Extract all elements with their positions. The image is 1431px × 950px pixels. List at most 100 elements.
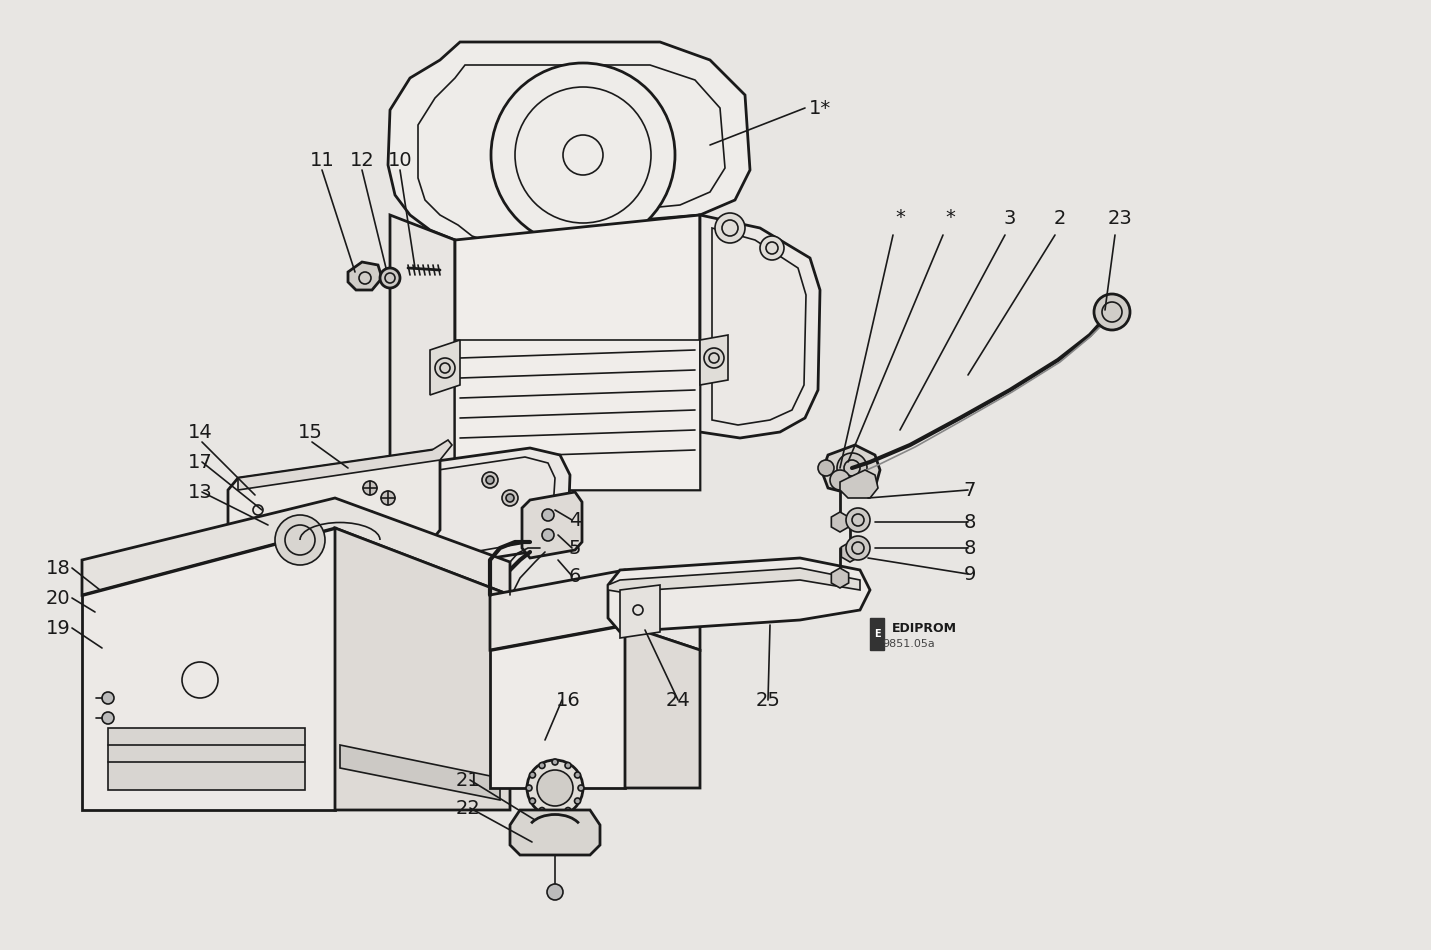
Polygon shape: [831, 568, 849, 588]
Polygon shape: [82, 498, 509, 595]
Polygon shape: [821, 445, 880, 495]
Text: 23: 23: [1108, 208, 1132, 227]
Polygon shape: [840, 470, 879, 498]
Text: 25: 25: [756, 691, 780, 710]
Circle shape: [542, 509, 554, 521]
Circle shape: [435, 358, 455, 378]
Polygon shape: [608, 558, 870, 632]
Circle shape: [830, 470, 850, 490]
Polygon shape: [620, 585, 660, 638]
Polygon shape: [455, 340, 700, 490]
Circle shape: [487, 476, 494, 484]
Text: 7: 7: [964, 481, 976, 500]
Polygon shape: [82, 528, 335, 810]
Circle shape: [502, 490, 518, 506]
Circle shape: [381, 491, 395, 505]
Polygon shape: [489, 570, 700, 650]
Circle shape: [381, 268, 401, 288]
FancyBboxPatch shape: [870, 618, 884, 650]
Polygon shape: [335, 528, 509, 810]
Circle shape: [527, 760, 582, 816]
Circle shape: [846, 508, 870, 532]
Polygon shape: [228, 450, 439, 568]
Text: 9851.05a: 9851.05a: [881, 639, 934, 649]
Polygon shape: [489, 625, 625, 788]
Circle shape: [102, 692, 114, 704]
Text: 13: 13: [187, 483, 212, 502]
Circle shape: [819, 460, 834, 476]
Text: 22: 22: [455, 799, 481, 818]
Polygon shape: [841, 542, 859, 562]
Text: 8: 8: [964, 539, 976, 558]
Circle shape: [760, 236, 784, 260]
Polygon shape: [831, 512, 849, 532]
Text: 5: 5: [568, 539, 581, 558]
Circle shape: [837, 453, 867, 483]
Polygon shape: [608, 568, 860, 592]
Polygon shape: [455, 215, 700, 490]
Polygon shape: [509, 810, 600, 855]
Text: 11: 11: [309, 150, 335, 169]
Polygon shape: [391, 215, 455, 490]
Circle shape: [527, 785, 532, 791]
Text: 17: 17: [187, 452, 212, 471]
Text: 18: 18: [46, 559, 70, 578]
Text: *: *: [944, 208, 954, 227]
Polygon shape: [700, 215, 820, 438]
Text: 12: 12: [349, 150, 375, 169]
Circle shape: [491, 63, 675, 247]
Circle shape: [1095, 294, 1130, 330]
Circle shape: [363, 481, 376, 495]
Circle shape: [102, 712, 114, 724]
Circle shape: [565, 808, 571, 813]
Circle shape: [552, 759, 558, 765]
Circle shape: [704, 348, 724, 368]
Text: 6: 6: [568, 566, 581, 585]
Text: 10: 10: [388, 150, 412, 169]
Text: 20: 20: [46, 588, 70, 607]
Circle shape: [363, 511, 376, 525]
Polygon shape: [429, 340, 459, 395]
Text: 16: 16: [555, 691, 581, 710]
Polygon shape: [238, 440, 452, 490]
Circle shape: [565, 763, 571, 769]
Circle shape: [529, 772, 535, 778]
Text: 1*: 1*: [809, 99, 831, 118]
Polygon shape: [625, 625, 700, 788]
Circle shape: [537, 770, 572, 806]
Polygon shape: [107, 728, 305, 790]
Circle shape: [539, 808, 545, 813]
Circle shape: [529, 798, 535, 804]
Circle shape: [547, 884, 562, 900]
Text: 9: 9: [964, 564, 976, 583]
Text: 15: 15: [298, 423, 322, 442]
Text: *: *: [894, 208, 904, 227]
Circle shape: [574, 798, 581, 804]
Text: 21: 21: [455, 770, 481, 789]
Circle shape: [578, 785, 584, 791]
Polygon shape: [522, 492, 582, 558]
Text: 8: 8: [964, 512, 976, 531]
Polygon shape: [700, 335, 728, 385]
Text: 14: 14: [187, 423, 212, 442]
Text: E: E: [874, 629, 880, 639]
Text: EDIPROM: EDIPROM: [892, 621, 957, 635]
Circle shape: [846, 536, 870, 560]
Circle shape: [716, 213, 746, 243]
Text: 19: 19: [46, 618, 70, 637]
Circle shape: [574, 772, 581, 778]
Polygon shape: [388, 42, 750, 258]
Text: 3: 3: [1003, 208, 1016, 227]
Polygon shape: [348, 262, 382, 290]
Polygon shape: [341, 745, 499, 800]
Circle shape: [482, 472, 498, 488]
Text: 24: 24: [665, 691, 690, 710]
Circle shape: [542, 529, 554, 541]
Circle shape: [275, 515, 325, 565]
Text: 2: 2: [1053, 208, 1066, 227]
Circle shape: [539, 763, 545, 769]
Circle shape: [507, 494, 514, 502]
Circle shape: [552, 811, 558, 817]
Polygon shape: [418, 448, 570, 568]
Text: 4: 4: [568, 510, 581, 529]
